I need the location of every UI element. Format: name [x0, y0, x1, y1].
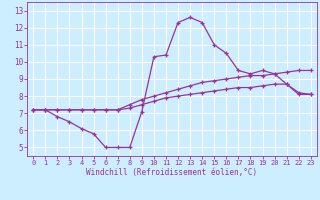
X-axis label: Windchill (Refroidissement éolien,°C): Windchill (Refroidissement éolien,°C): [86, 168, 258, 177]
